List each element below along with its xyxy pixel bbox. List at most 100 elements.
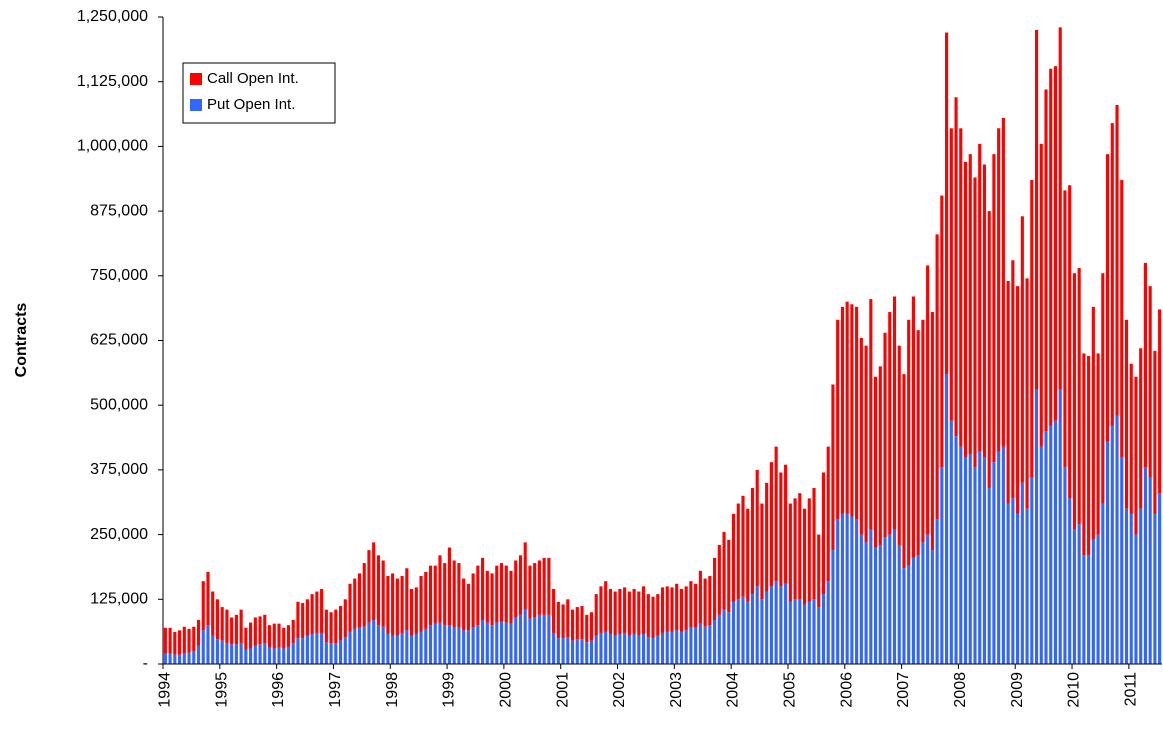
bar-segment [713, 557, 717, 621]
bar-segment [916, 330, 920, 556]
bar-segment [585, 614, 589, 643]
bar-segment [556, 638, 560, 664]
bar-segment [997, 128, 1001, 452]
y-tick-label: - [143, 655, 148, 672]
bar-segment [272, 648, 276, 664]
bar-segment [1105, 154, 1110, 442]
bar-segment [802, 604, 807, 664]
bar-segment [784, 464, 788, 584]
bar-segment [1068, 498, 1072, 664]
bar-segment [731, 601, 736, 664]
bar-segment [1016, 513, 1020, 664]
bar-segment [338, 640, 343, 664]
bar-segment [1143, 262, 1147, 468]
bar-segment [547, 614, 551, 664]
bar-segment [987, 488, 991, 664]
bar-segment [528, 618, 532, 664]
bar-segment [1039, 143, 1043, 447]
bar-segment [930, 312, 934, 551]
bar-segment [878, 544, 882, 664]
bar-segment [499, 563, 504, 622]
bar-segment [424, 571, 428, 629]
bar-segment [594, 635, 598, 664]
x-tick-label: 2003 [668, 672, 685, 708]
bar-segment [1006, 280, 1010, 504]
bar-segment [343, 599, 347, 638]
bar-segment [230, 617, 234, 645]
bar-segment [604, 581, 608, 632]
bar-segment [798, 493, 802, 600]
bar-segment [883, 332, 887, 538]
bar-segment [1158, 309, 1162, 494]
bar-segment [438, 555, 442, 623]
bar-segment [836, 519, 840, 664]
bar-segment [362, 563, 366, 627]
bar-segment [769, 586, 773, 664]
bar-segment [220, 607, 224, 641]
bar-segment [267, 625, 272, 648]
bar-segment [1058, 27, 1062, 390]
bar-segment [623, 587, 627, 633]
bar-segment [713, 620, 717, 664]
bar-segment [1101, 503, 1105, 664]
bar-segment [490, 573, 494, 626]
bar-segment [812, 488, 816, 600]
bar-segment [940, 467, 944, 664]
bar-segment [173, 654, 177, 664]
bar-segment [817, 607, 821, 664]
bar-segment [542, 557, 546, 615]
bar-segment [410, 635, 414, 664]
bar-segment [627, 635, 631, 664]
bar-segment [1072, 529, 1076, 664]
bar-segment [599, 586, 603, 633]
bar-segment [182, 626, 186, 654]
bar-segment [1115, 104, 1119, 416]
bar-segment [1091, 306, 1095, 540]
bar-segment [760, 599, 764, 664]
bar-segment [509, 570, 513, 624]
bar-segment [859, 534, 863, 664]
bar-segment [381, 626, 385, 664]
bar-segment [802, 508, 807, 605]
bar-segment [911, 296, 915, 558]
x-tick-label: 2004 [725, 672, 742, 708]
bar-segment [362, 626, 366, 664]
bar-segment [774, 446, 778, 582]
bar-segment [168, 653, 172, 664]
bar-segment [580, 639, 584, 664]
bar-segment [722, 532, 726, 610]
bar-segment [334, 643, 338, 664]
bar-segment [873, 376, 878, 548]
bar-segment [282, 648, 286, 664]
bar-segment [604, 631, 608, 664]
bar-segment [310, 594, 314, 634]
bar-segment [528, 565, 532, 619]
x-tick-label: 1995 [213, 672, 230, 708]
bar-segment [1110, 425, 1114, 664]
legend-box [182, 62, 336, 124]
bar-segment [869, 529, 873, 664]
bar-segment [192, 626, 196, 652]
bar-segment [215, 639, 220, 664]
bar-segment [282, 627, 286, 649]
bar-segment [320, 632, 324, 664]
bar-segment [447, 547, 452, 626]
bar-segment [1020, 216, 1024, 483]
bar-segment [462, 578, 466, 631]
bar-segment [660, 632, 665, 664]
bar-segment [580, 606, 584, 640]
bar-segment [717, 544, 721, 615]
bar-segment [873, 547, 878, 664]
bar-segment [305, 635, 309, 664]
bar-segment [982, 164, 987, 457]
bar-segment [1001, 446, 1005, 664]
bar-segment [589, 640, 594, 664]
bar-segment [750, 488, 755, 595]
bar-segment [973, 467, 977, 664]
bar-segment [1139, 508, 1143, 664]
bar-segment [798, 599, 802, 664]
bar-segment [324, 642, 328, 664]
bar-segment [561, 638, 565, 664]
bar-segment [182, 653, 186, 664]
bar-segment [656, 635, 660, 664]
